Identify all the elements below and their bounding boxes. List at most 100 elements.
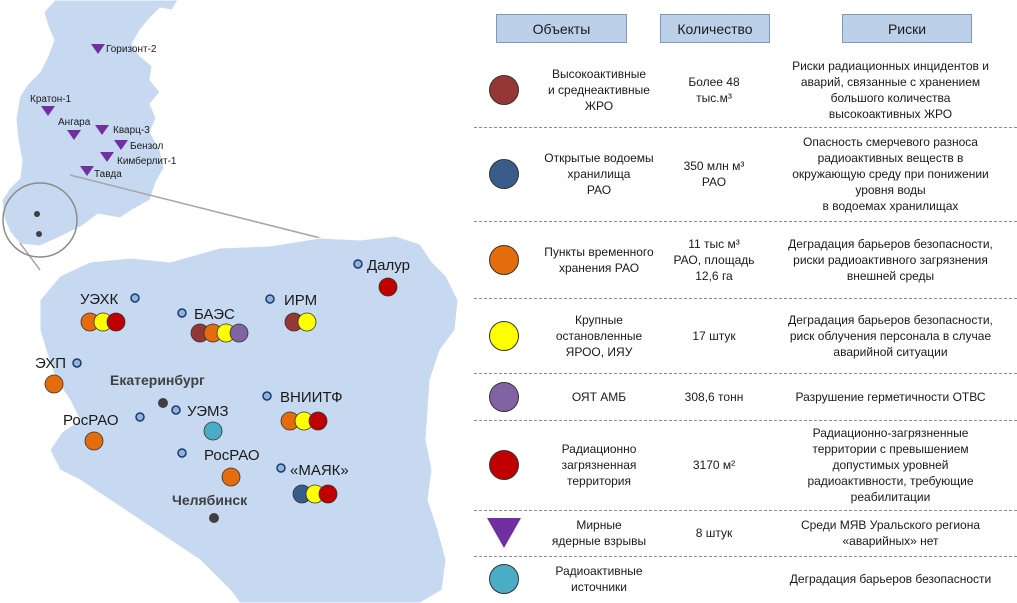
row-divider <box>474 298 1017 299</box>
site-label-dalur: Далур <box>367 257 410 274</box>
risk-cell: Опасность смерчевого разноса радиоактивн… <box>792 135 989 213</box>
city-dot <box>209 513 219 523</box>
header-objects: Объекты <box>496 14 627 43</box>
site-marker-dot <box>135 412 145 422</box>
site-label-kvarts: Кварц-3 <box>113 125 150 136</box>
lrw-red-icon <box>318 484 338 504</box>
city-dot <box>158 398 168 408</box>
header-risks: Риски <box>842 14 972 43</box>
table-row: Высокоактивные и среднеактивные ЖРО Боле… <box>474 54 1017 126</box>
zoom-city-dot <box>34 211 40 217</box>
pne-triangle-icon <box>67 130 81 140</box>
quantity-cell: 308,6 тонн <box>684 389 744 404</box>
site-label-uehk: УЭХК <box>80 291 118 308</box>
site-label-ehp: ЭХП <box>35 355 66 372</box>
risk-cell: Деградация барьеров безопасности, риск о… <box>788 312 993 359</box>
site-marker-dot <box>353 259 363 269</box>
quantity-cell: 11 тыс м³ РАО, площадь 12,6 га <box>673 236 755 283</box>
object-cell: Открытые водоемы хранилища РАО <box>544 151 654 197</box>
contamination-red-circle-icon <box>489 450 519 480</box>
region-map: Горизонт-2 Кратон-1 Ангара Кварц-3 Бензо… <box>1 0 459 603</box>
row-divider <box>474 373 1017 374</box>
reactor-yellow-circle-icon <box>489 320 519 351</box>
row-divider <box>474 420 1017 421</box>
site-marker-dot <box>130 293 140 303</box>
storage-orange-circle-icon <box>489 244 519 275</box>
quantity-cell: 17 штук <box>692 328 736 343</box>
lrw-yellow-icon <box>297 312 317 332</box>
objects-table: Объекты Количество Риски Высокоактивные … <box>470 0 1017 603</box>
site-marker-dot <box>262 391 272 401</box>
table-row: Радиоактивные источники Деградация барье… <box>474 557 1017 601</box>
table-row: Пункты временного хранения РАО 11 тыс м³… <box>474 222 1017 297</box>
object-cell: Пункты временного хранения РАО <box>544 244 654 275</box>
north-region-shape <box>1 0 179 247</box>
table-row: ОЯТ АМБ 308,6 тонн Разрушение герметично… <box>474 374 1017 419</box>
object-cell: Мирные ядерные взрывы <box>551 518 647 548</box>
site-marker-dot <box>171 405 181 415</box>
site-label-baes: БАЭС <box>194 306 235 323</box>
risk-cell: Радиационно-загрязненные территории с пр… <box>807 426 974 504</box>
risk-cell: Деградация барьеров безопасности, риски … <box>788 236 993 283</box>
row-divider <box>474 221 1017 222</box>
zoom-city-dot <box>36 231 42 237</box>
site-label-tavda: Тавда <box>94 169 122 180</box>
pne-triangle-icon <box>91 44 105 54</box>
site-label-mayak: «МАЯК» <box>290 462 349 479</box>
site-label-kraton: Кратон-1 <box>30 94 72 105</box>
site-marker-dot <box>177 308 187 318</box>
pne-triangle-icon <box>80 166 94 176</box>
site-label-irm: ИРМ <box>284 292 317 309</box>
pne-triangle-icon <box>41 106 55 116</box>
row-divider <box>474 127 1017 128</box>
table-row: Открытые водоемы хранилища РАО 350 млн м… <box>474 128 1017 220</box>
city-label-chelyabinsk: Челябинск <box>172 492 248 508</box>
zoom-circle <box>2 182 78 258</box>
zoom-line-top <box>69 174 361 249</box>
lrw-orange-icon <box>84 431 104 451</box>
south-region-shape <box>39 235 459 603</box>
object-cell: Высокоактивные и среднеактивные ЖРО <box>548 67 650 113</box>
snf-purple-circle-icon <box>489 381 519 412</box>
object-cell: Радиоактивные источники <box>555 564 643 594</box>
lrw-red-icon <box>106 312 126 332</box>
table-row: Мирные ядерные взрывы 8 штук Среди МЯВ У… <box>474 511 1017 555</box>
pne-triangle-icon <box>487 518 521 548</box>
table-row: Крупные остановленные ЯРОО, ИЯУ 17 штук … <box>474 299 1017 372</box>
site-marker-dot <box>72 358 82 368</box>
site-label-kimberlit: Кимберлит-1 <box>117 155 177 167</box>
lrw-red-icon <box>308 411 328 431</box>
pne-triangle-icon <box>100 152 114 162</box>
zoom-line-bottom <box>19 242 41 271</box>
row-divider <box>474 510 1017 511</box>
site-label-vniitf: ВНИИТФ <box>280 389 342 406</box>
object-cell: ОЯТ АМБ <box>571 389 627 404</box>
source-cyan-icon <box>203 421 223 441</box>
source-cyan-circle-icon <box>489 564 519 594</box>
risk-cell: Деградация барьеров безопасности <box>789 572 992 586</box>
object-cell: Крупные остановленные ЯРОО, ИЯУ <box>555 312 643 359</box>
table-row: Радиационно загрязненная территория 3170… <box>474 421 1017 509</box>
lrw-orange-icon <box>221 467 241 487</box>
pne-triangle-icon <box>114 140 128 150</box>
reservoir-blue-circle-icon <box>489 159 519 189</box>
quantity-cell: 3170 м² <box>692 458 736 472</box>
site-label-gorizont: Горизонт-2 <box>106 44 157 55</box>
site-label-benzol: Бензол <box>130 141 163 152</box>
quantity-cell: 8 штук <box>695 526 733 540</box>
site-marker-dot <box>265 294 275 304</box>
quantity-cell: 350 млн м³ РАО <box>683 159 745 189</box>
city-label-ekaterinburg: Екатеринбург <box>110 372 205 388</box>
quantity-cell <box>659 557 769 601</box>
lrw-red-icon <box>378 277 398 297</box>
risk-cell: Среди МЯВ Уральского региона «аварийных»… <box>800 518 981 548</box>
pne-triangle-icon <box>95 125 109 135</box>
hlw-brown-circle-icon <box>489 75 519 105</box>
site-label-uemz: УЭМЗ <box>187 403 229 420</box>
site-label-rosrao-west: РосРАО <box>63 412 119 429</box>
object-cell: Радиационно загрязненная территория <box>561 442 637 488</box>
lrw-purple-icon <box>229 323 249 343</box>
header-quantity: Количество <box>660 14 770 43</box>
risk-cell: Разрушение герметичности ОТВС <box>795 389 986 404</box>
site-marker-dot <box>276 463 286 473</box>
